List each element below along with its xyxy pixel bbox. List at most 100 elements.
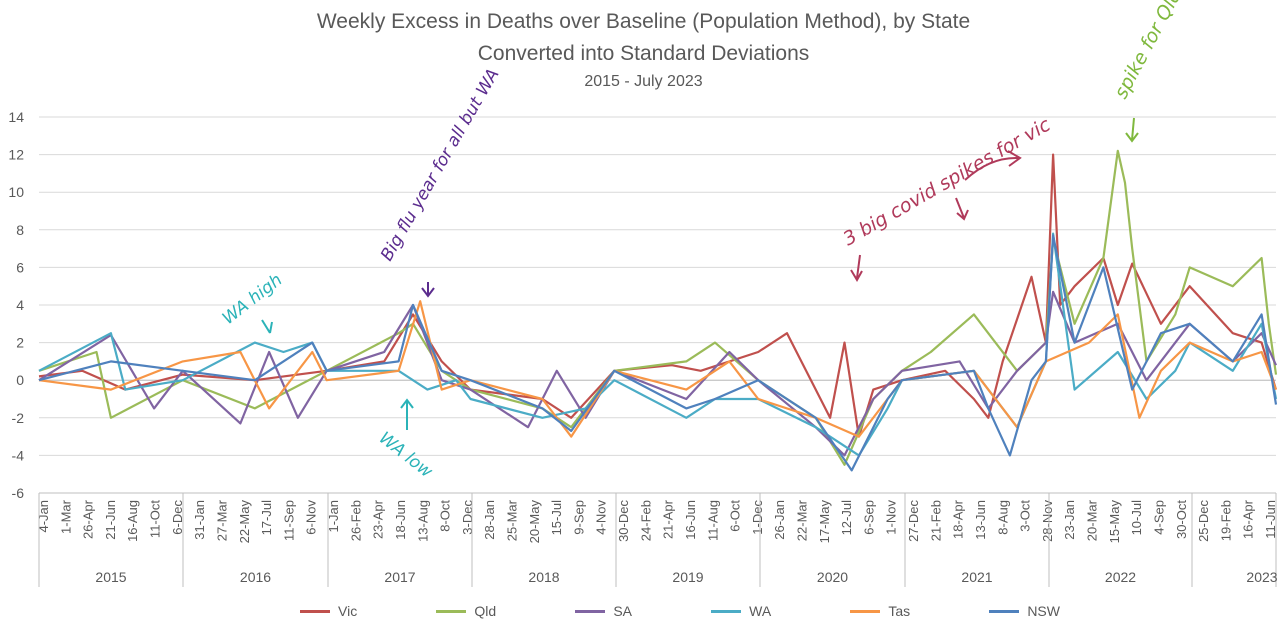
year-label: 2021 <box>961 569 992 585</box>
x-tick-label: 22-May <box>237 500 252 544</box>
chart-date-range: 2015 - July 2023 <box>584 73 703 90</box>
x-tick-label: 8-Oct <box>438 500 453 532</box>
annotation-arrow <box>850 254 863 282</box>
x-tick-label: 1-Dec <box>750 500 765 535</box>
legend-swatch <box>575 609 606 613</box>
x-tick-label: 6-Oct <box>728 500 743 532</box>
x-tick-label: 26-Feb <box>348 500 363 541</box>
x-tick-label: 27-Dec <box>906 500 921 542</box>
x-tick-label: 21-Apr <box>661 499 676 539</box>
x-tick-label: 24-Feb <box>638 500 653 541</box>
y-tick-label: -2 <box>12 410 25 426</box>
legend-label: Qld <box>474 603 497 619</box>
legend-item-vic: Vic <box>300 603 357 619</box>
x-tick-label: 3-Dec <box>460 500 475 535</box>
annotation-arrow <box>964 150 1022 181</box>
x-tick-label: 3-Oct <box>1018 500 1033 532</box>
year-label: 2020 <box>817 569 848 585</box>
y-tick-label: 14 <box>8 109 24 125</box>
legend-swatch <box>850 609 881 613</box>
year-label: 2017 <box>384 569 415 585</box>
x-tick-label: 18-Jun <box>393 500 408 540</box>
x-tick-label: 4-Sep <box>1151 500 1166 535</box>
chart-title: Weekly Excess in Deaths over Baseline (P… <box>316 10 971 33</box>
x-tick-label: 17-Jul <box>259 500 274 536</box>
legend-swatch <box>300 609 330 613</box>
year-label: 2022 <box>1105 569 1136 585</box>
legend-label: Tas <box>888 603 911 619</box>
x-tick-label: 30-Dec <box>616 500 631 542</box>
legend-swatch <box>711 609 742 613</box>
annotation-wa-high: WA high <box>219 270 287 329</box>
chart-legend: Vic Qld SA WA Tas NSW <box>300 603 1060 619</box>
legend-swatch <box>989 609 1020 613</box>
x-tick-label: 11-Sep <box>281 500 296 541</box>
legend-label: NSW <box>1027 603 1060 619</box>
y-tick-label: -6 <box>12 485 25 501</box>
x-tick-label: 4-Jan <box>36 500 51 533</box>
x-tick-label: 26-Jan <box>772 500 787 540</box>
annotation-flu: Big flu year for all but WA <box>377 65 503 264</box>
x-tick-label: 18-Apr <box>951 499 966 539</box>
legend-item-tas: Tas <box>850 603 910 619</box>
x-tick-label: 19-Feb <box>1218 500 1233 541</box>
x-tick-label: 20-May <box>527 500 542 544</box>
x-tick-label: 28-Jan <box>482 500 497 540</box>
x-tick-label: 22-Mar <box>795 499 810 541</box>
x-tick-label: 1-Nov <box>884 500 899 535</box>
x-tick-label: 11-Aug <box>705 500 720 541</box>
x-tick-label: 11-Oct <box>148 500 163 538</box>
x-tick-label: 25-Mar <box>504 499 519 541</box>
year-label: 2016 <box>240 569 271 585</box>
x-tick-label: 6-Dec <box>170 500 185 535</box>
x-tick-label: 16-Aug <box>125 500 140 542</box>
x-tick-label: 9-Sep <box>571 500 586 535</box>
x-tick-label: 25-Dec <box>1196 500 1211 542</box>
x-tick-label: 16-Apr <box>1241 499 1256 539</box>
year-label: 2023 <box>1246 569 1277 585</box>
x-tick-label: 31-Jan <box>192 500 207 540</box>
y-tick-label: 10 <box>8 184 24 200</box>
x-tick-label: 10-Jul <box>1129 500 1144 536</box>
x-tick-label: 27-Mar <box>214 499 229 541</box>
y-tick-label: -4 <box>12 447 25 463</box>
x-tick-label: 1-Mar <box>58 499 73 534</box>
x-tick-label: 16-Jun <box>683 500 698 540</box>
annotation-qld-spike: spike for Qld <box>1110 0 1186 102</box>
x-tick-label: 6-Sep <box>861 500 876 535</box>
x-tick-label: 11-Jun <box>1263 500 1278 539</box>
x-tick-label: 28-Nov <box>1040 500 1055 542</box>
legend-item-qld: Qld <box>436 603 496 619</box>
annotation-arrow <box>1125 117 1139 143</box>
x-tick-label: 1-Jan <box>326 500 341 533</box>
y-tick-label: 2 <box>16 335 24 351</box>
x-tick-label: 6-Nov <box>304 500 319 535</box>
chart-subtitle: Converted into Standard Deviations <box>477 42 810 65</box>
year-label: 2015 <box>95 569 126 585</box>
y-tick-label: 6 <box>16 259 24 275</box>
x-tick-label: 12-Jul <box>839 500 854 536</box>
annotation-arrow <box>955 197 969 221</box>
x-tick-label: 23-Apr <box>371 499 386 539</box>
y-tick-label: 8 <box>16 222 24 238</box>
y-tick-label: 4 <box>16 297 24 313</box>
legend-label: SA <box>613 603 632 619</box>
x-tick-label: 21-Feb <box>928 500 943 541</box>
x-tick-label: 13-Jun <box>973 500 988 540</box>
legend-swatch <box>436 609 467 613</box>
x-tick-label: 20-Mar <box>1085 499 1100 541</box>
series-line-tas <box>38 300 1278 438</box>
annotation-arrow <box>261 319 273 334</box>
x-tick-label: 23-Jan <box>1062 500 1077 540</box>
legend-item-wa: WA <box>711 603 771 619</box>
legend-item-sa: SA <box>575 603 632 619</box>
series-line-wa <box>38 232 1278 457</box>
series-line-nsw <box>38 234 1278 472</box>
annotation-arrow <box>400 398 414 430</box>
x-tick-label: 15-Jul <box>549 500 564 536</box>
annotation-arrow <box>421 282 435 298</box>
x-tick-label: 4-Nov <box>594 500 609 535</box>
x-tick-label: 13-Aug <box>415 500 430 542</box>
x-tick-label: 15-May <box>1107 500 1122 544</box>
